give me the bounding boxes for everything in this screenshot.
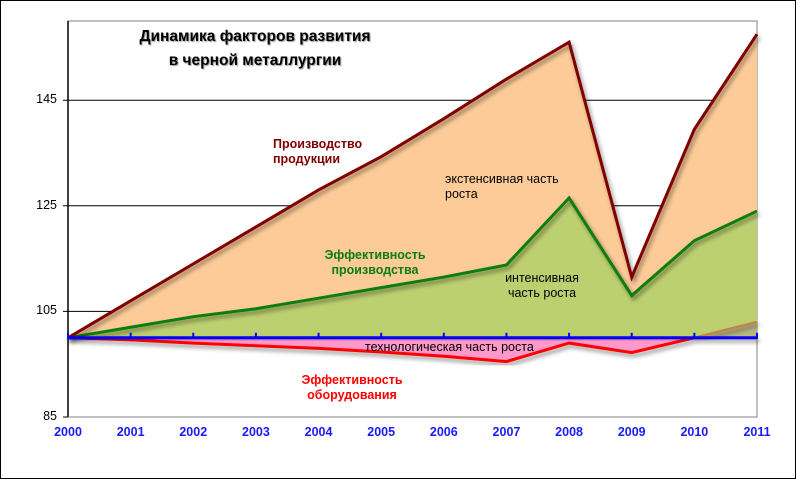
label-production-efficiency: Эффективность производства	[324, 248, 426, 277]
series-line	[67, 33, 759, 340]
x-tick-label: 2011	[743, 425, 771, 439]
title-line-2: в черной металлургии	[168, 52, 342, 69]
area-extensive	[68, 34, 757, 338]
x-tick-label: 2006	[429, 425, 458, 439]
x-tick-label: 2004	[304, 425, 333, 439]
y-tick-label: 145	[36, 92, 57, 107]
series-line	[67, 195, 758, 340]
y-tick-label: 125	[36, 197, 57, 212]
label-technology: технологическая часть роста	[365, 340, 534, 354]
label-extensive: экстенсивная часть роста	[445, 172, 559, 201]
x-tick-label: 2003	[242, 425, 270, 439]
x-tick-label: 2001	[116, 425, 145, 439]
label-equipment-efficiency: Эффективность оборудования	[301, 373, 403, 402]
x-tick-label: 2009	[617, 425, 646, 439]
axes	[63, 21, 758, 418]
area-intensive	[68, 197, 757, 338]
chart-title: Динамика факторов развития в черной мета…	[110, 25, 400, 73]
x-tick-label: 2007	[492, 425, 521, 439]
x-tick-label: 2002	[179, 425, 208, 439]
series-line	[67, 336, 757, 364]
x-tick-label: 2008	[555, 425, 583, 439]
x-tick-label: 2005	[367, 425, 396, 439]
y-tick-label: 105	[36, 303, 57, 318]
label-production: Производство продукции	[273, 137, 363, 166]
label-intensive: интенсивная часть роста	[505, 271, 579, 300]
title-line-1: Динамика факторов развития	[139, 28, 371, 45]
x-tick-label: 2010	[680, 425, 709, 439]
y-tick-label: 85	[43, 409, 57, 423]
x-tick-label: 2000	[54, 425, 82, 439]
